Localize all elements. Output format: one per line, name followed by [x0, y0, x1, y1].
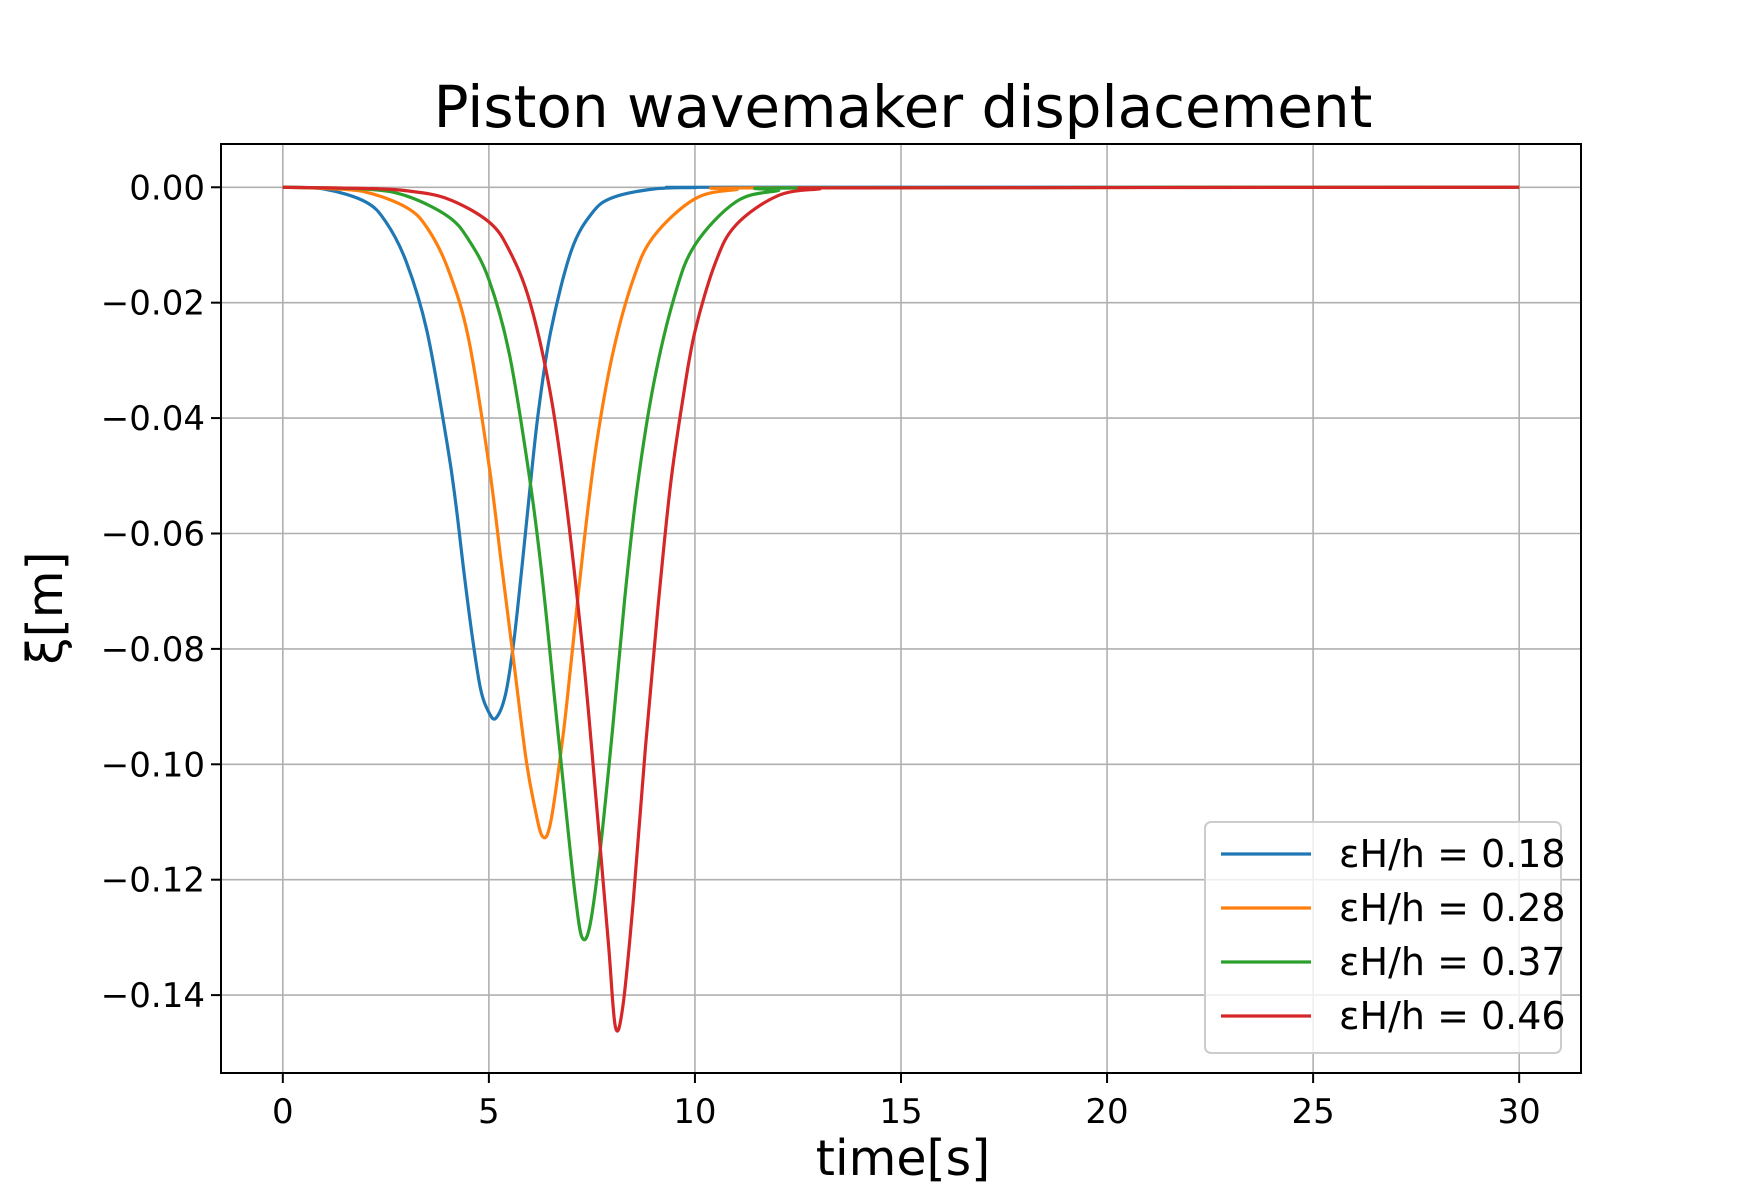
y-tick-label: −0.14 — [101, 976, 205, 1016]
chart-title: Piston wavemaker displacement — [434, 73, 1373, 141]
legend-label-3: εH/h = 0.37 — [1339, 940, 1566, 984]
x-tick-label: 15 — [879, 1092, 922, 1132]
series-line-1 — [282, 185, 1520, 721]
axis-ticks: 0 5 10 15 20 25 30 0.00 −0.02 −0.04 −0.06 −0.08 −0.1… — [101, 168, 1541, 1132]
x-tick-label: 0 — [272, 1092, 294, 1132]
x-tick-label: 5 — [478, 1092, 500, 1132]
x-tick-label: 25 — [1291, 1092, 1334, 1132]
grid-lines — [221, 144, 1581, 1073]
y-tick-label: −0.12 — [101, 861, 205, 901]
series-line-2 — [282, 185, 1520, 840]
y-tick-label: −0.04 — [101, 399, 205, 439]
legend: εH/h = 0.18 εH/h = 0.28 εH/h = 0.37 εH/h = … — [1204, 821, 1566, 1054]
plot-area-lines — [282, 185, 1520, 1033]
y-tick-label: −0.02 — [101, 284, 205, 324]
y-tick-label: 0.00 — [129, 168, 205, 208]
legend-label-4: εH/h = 0.46 — [1339, 994, 1566, 1038]
x-tick-label: 20 — [1085, 1092, 1128, 1132]
y-tick-label: −0.08 — [101, 630, 205, 670]
y-tick-label: −0.06 — [101, 514, 205, 554]
series-line-4 — [282, 185, 1520, 1033]
legend-label-2: εH/h = 0.28 — [1339, 886, 1566, 930]
x-tick-label: 10 — [673, 1092, 716, 1132]
y-axis-label: ξ[m] — [17, 551, 74, 664]
series-line-3 — [282, 185, 1520, 942]
x-axis-label: time[s] — [816, 1130, 990, 1187]
x-tick-label: 30 — [1498, 1092, 1541, 1132]
y-tick-label: −0.10 — [101, 745, 205, 785]
legend-label-1: εH/h = 0.18 — [1339, 832, 1566, 876]
legend-box — [1204, 821, 1562, 1054]
